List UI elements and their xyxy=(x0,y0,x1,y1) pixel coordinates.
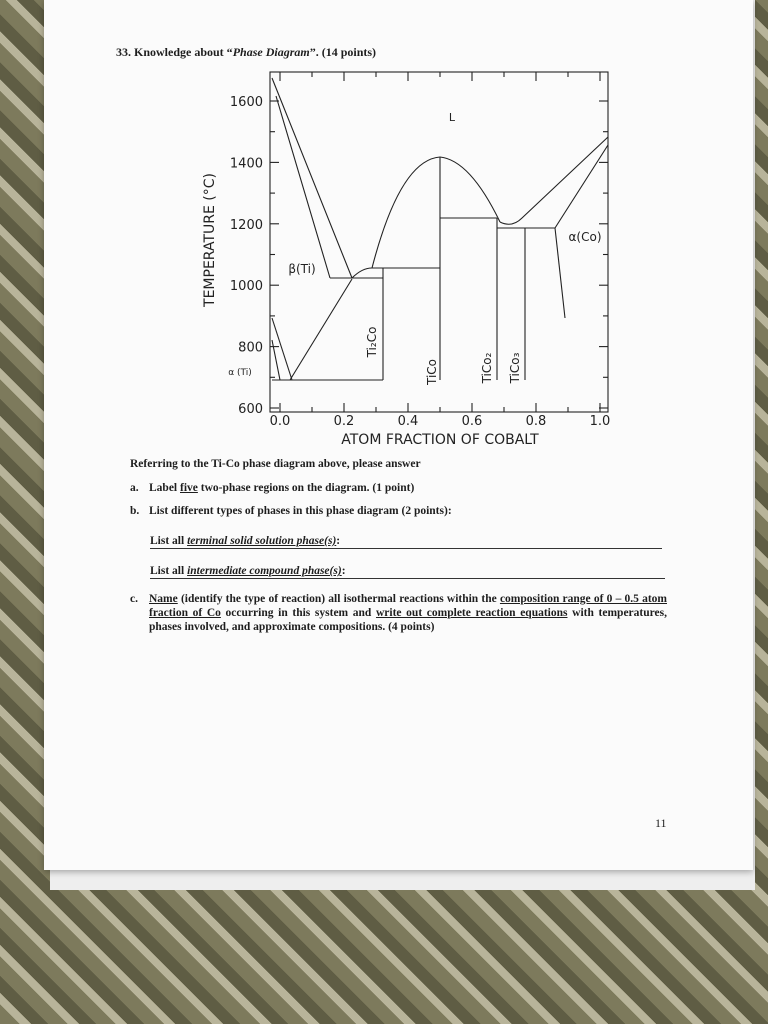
answer-prompt: List all terminal solid solution phase(s… xyxy=(150,534,662,549)
solidus xyxy=(275,95,331,279)
compound-label: TiCo xyxy=(425,359,439,386)
text: five xyxy=(180,482,198,494)
solidus xyxy=(554,144,609,229)
item-label: c. xyxy=(130,593,138,605)
text: (identify the type of reaction) all isot… xyxy=(177,593,500,605)
region-label: α (Ti) xyxy=(228,368,252,378)
text: with temperatures, phases involved, and … xyxy=(149,607,667,633)
y-tick-label: 1200 xyxy=(230,218,263,233)
y-tick-label: 1000 xyxy=(230,279,263,294)
text: intermediate compound phase(s) xyxy=(187,565,342,577)
solvus xyxy=(554,227,566,319)
compound-label: TiCo₂ xyxy=(480,352,494,384)
question-text: Label five two-phase regions on the diag… xyxy=(149,481,414,495)
question-text: Name (identify the type of reaction) all… xyxy=(149,592,667,634)
text: ”. (14 points) xyxy=(309,45,377,59)
text: Name xyxy=(149,593,178,605)
liquidus xyxy=(351,267,383,279)
plot-frame xyxy=(269,71,609,413)
region-label: α(Co) xyxy=(569,230,602,244)
text: two-phase regions on the diagram. (1 poi… xyxy=(197,482,415,494)
x-tick-label: 0.8 xyxy=(526,414,547,429)
text: : xyxy=(341,565,346,577)
intro: Referring to the Ti-Co phase diagram abo… xyxy=(130,458,421,470)
text: occurring in this system and xyxy=(220,607,376,619)
solvus xyxy=(271,317,293,381)
y-tick-label: 1600 xyxy=(230,95,263,110)
y-axis-title: TEMPERATURE (°C) xyxy=(202,173,218,308)
item-label: b. xyxy=(130,505,140,517)
x-tick-label: 0.2 xyxy=(334,414,355,429)
liquidus-dome xyxy=(371,156,501,269)
item-label: a. xyxy=(130,482,139,494)
solvus xyxy=(271,339,281,381)
x-tick-label: 0.0 xyxy=(270,414,291,429)
compound-label: TiCo₃ xyxy=(508,352,522,384)
text: List all xyxy=(150,535,188,547)
x-axis-title: ATOM FRACTION OF COBALT xyxy=(341,432,539,448)
region-label: β(Ti) xyxy=(288,262,315,276)
text: List all xyxy=(150,565,188,577)
liquidus xyxy=(499,136,609,225)
y-tick-label: 600 xyxy=(238,402,263,417)
text: Label xyxy=(149,482,180,494)
x-tick-label: 1.0 xyxy=(590,414,611,429)
question-text: List different types of phases in this p… xyxy=(149,505,452,517)
text: : xyxy=(336,535,341,547)
phase-diagram: 1600 1400 1200 1000 800 600 0.0 0.2 0.4 0.6 0.8 1.0… xyxy=(202,71,611,448)
x-tick-label: 0.6 xyxy=(462,414,483,429)
region-label: L xyxy=(449,111,456,124)
text: 33. Knowledge about “ xyxy=(116,45,233,59)
solvus xyxy=(289,278,353,381)
question-title: 33. Knowledge about “Phase Diagram”. (14… xyxy=(116,45,376,59)
text: composition range of 0 – 0.5 atom fracti… xyxy=(149,593,667,619)
x-tick-label: 0.4 xyxy=(398,414,419,429)
text: terminal solid solution phase(s) xyxy=(187,535,337,547)
liquidus xyxy=(271,77,353,279)
text: write out complete reaction equations xyxy=(375,607,568,619)
paper xyxy=(44,0,753,870)
y-tick-label: 1400 xyxy=(230,156,263,171)
answer-prompt: List all intermediate compound phase(s): xyxy=(150,564,665,579)
compound-label: Ti₂Co xyxy=(365,327,379,359)
text: Phase Diagram xyxy=(232,45,310,59)
page-number: 11 xyxy=(655,816,667,830)
y-tick-label: 800 xyxy=(238,341,263,356)
